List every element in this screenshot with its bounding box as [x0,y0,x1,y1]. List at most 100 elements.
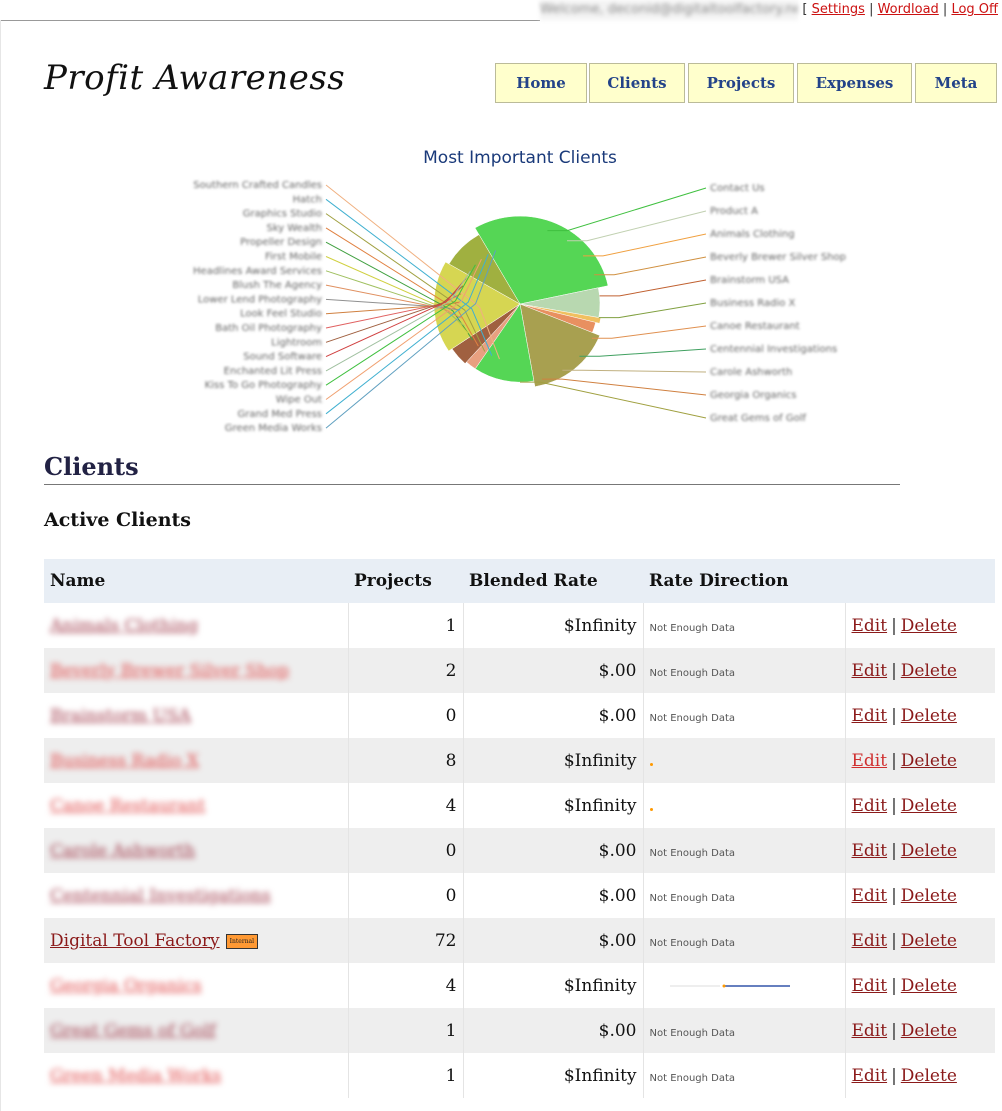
delete-link[interactable]: Delete [900,750,957,771]
delete-link[interactable]: Delete [900,885,957,906]
rate-direction-text: Not Enough Data [649,1027,736,1039]
client-name-link[interactable]: Brainstorm USA [50,705,191,726]
rate-direction-text: Not Enough Data [649,622,736,634]
edit-link[interactable]: Edit [851,1065,888,1086]
rate-direction-cell [643,738,846,783]
rate-direction-cell: Not Enough Data [643,1053,846,1098]
client-name-link[interactable]: Green Media Works [50,1065,222,1086]
row-actions: Edit | Delete [845,783,995,828]
edit-link[interactable]: Edit [851,750,888,771]
delete-link[interactable]: Delete [900,705,957,726]
rate-direction-sparkline [649,762,653,766]
pie-label: Canoe Restaurant [710,321,800,332]
pie-label: Carole Ashworth [710,367,792,378]
row-actions: Edit | Delete [845,648,995,693]
nav-expenses[interactable]: Expenses [797,63,912,103]
client-name-link[interactable]: Digital Tool Factory [50,930,220,951]
pie-label: Graphics Studio [243,209,322,220]
action-sep: | [891,930,897,951]
client-name-cell: Brainstorm USA [44,693,349,738]
pie-label: Look Feel Studio [240,309,322,320]
delete-link[interactable]: Delete [900,1065,957,1086]
pie-label: Animals Clothing [710,229,795,240]
pie-label: Hatch [293,194,322,205]
delete-link[interactable]: Delete [900,1020,957,1041]
client-name-link[interactable]: Centennial Investigations [50,885,271,906]
rate-direction-cell: Not Enough Data [643,648,846,693]
edit-link[interactable]: Edit [851,1020,888,1041]
rate-direction-sparkline [649,807,653,811]
app-logo[interactable]: Profit Awareness [44,58,346,98]
project-count: 0 [348,693,464,738]
table-row: Great Gems of Golf 1 $.00 Not Enough Dat… [44,1008,995,1053]
action-sep: | [891,750,897,771]
client-name-link[interactable]: Georgia Organics [50,975,202,996]
pie-leader-line [547,187,707,232]
rate-direction-text: Not Enough Data [649,667,736,679]
nav-home[interactable]: Home [495,63,587,103]
col-blended-rate[interactable]: Blended Rate [463,559,643,603]
client-name-cell: Georgia Organics [44,963,349,1008]
pie-label: Southern Crafted Candles [193,180,322,191]
delete-link[interactable]: Delete [900,975,957,996]
client-name-link[interactable]: Business Radio X [50,750,199,771]
pie-leader-line [325,270,471,372]
edit-link[interactable]: Edit [851,660,888,681]
pie-leader-line [325,301,461,315]
nav-projects[interactable]: Projects [688,63,794,103]
table-row: Canoe Restaurant 4 $Infinity Edit | Delete [44,783,995,828]
row-actions: Edit | Delete [845,603,995,648]
edit-link[interactable]: Edit [851,615,888,636]
client-name-link[interactable]: Animals Clothing [50,615,199,636]
client-name-link[interactable]: Carole Ashworth [50,840,196,861]
client-name-cell: Carole Ashworth [44,828,349,873]
edit-link[interactable]: Edit [851,840,888,861]
table-row: Carole Ashworth 0 $.00 Not Enough Data E… [44,828,995,873]
action-sep: | [891,660,897,681]
edit-link[interactable]: Edit [851,930,888,951]
action-sep: | [891,975,897,996]
rate-direction-text: Not Enough Data [649,937,736,949]
page-left-border [0,20,1,1111]
pie-label: Lightroom [271,337,322,348]
edit-link[interactable]: Edit [851,705,888,726]
nav-meta[interactable]: Meta [915,63,997,103]
row-actions: Edit | Delete [845,738,995,783]
blended-rate: $Infinity [463,738,644,783]
col-projects[interactable]: Projects [348,559,463,603]
rate-direction-cell: Not Enough Data [643,918,846,963]
delete-link[interactable]: Delete [900,660,957,681]
row-actions: Edit | Delete [845,873,995,918]
edit-link[interactable]: Edit [851,975,888,996]
wordload-link[interactable]: Wordload [877,2,939,17]
pie-slice [448,234,521,305]
table-row: Centennial Investigations 0 $.00 Not Eno… [44,873,995,918]
col-name[interactable]: Name [44,559,348,603]
delete-link[interactable]: Delete [900,840,957,861]
rate-direction-sparkline [669,984,790,987]
edit-link[interactable]: Edit [851,885,888,906]
pie-leader-line [325,258,482,400]
pie-label: Contact Us [710,183,765,194]
table-row: Digital Tool Factory Internal 72 $.00 Not… [44,918,995,963]
table-row: Business Radio X 8 $Infinity Edit | Delete [44,738,995,783]
delete-link[interactable]: Delete [900,615,957,636]
link-sep: | [864,2,878,17]
nav-clients[interactable]: Clients [589,63,685,103]
table-row: Georgia Organics 4 $Infinity Edit | Delete [44,963,995,1008]
project-count: 1 [348,1053,464,1098]
client-name-link[interactable]: Canoe Restaurant [50,795,206,816]
table-row: Beverly Brewer Silver Shop 2 $.00 Not En… [44,648,995,693]
col-rate-direction[interactable]: Rate Direction [643,559,845,603]
delete-link[interactable]: Delete [900,930,957,951]
delete-link[interactable]: Delete [900,795,957,816]
client-name-link[interactable]: Beverly Brewer Silver Shop [50,660,290,681]
chart-title: Most Important Clients [423,148,617,168]
settings-link[interactable]: Settings [811,2,865,17]
table-row: Animals Clothing 1 $Infinity Not Enough … [44,603,995,648]
logoff-link[interactable]: Log Off [951,2,998,17]
blended-rate: $Infinity [463,963,644,1008]
edit-link[interactable]: Edit [851,795,888,816]
client-name-link[interactable]: Great Gems of Golf [50,1020,216,1041]
blended-rate: $.00 [463,828,644,873]
